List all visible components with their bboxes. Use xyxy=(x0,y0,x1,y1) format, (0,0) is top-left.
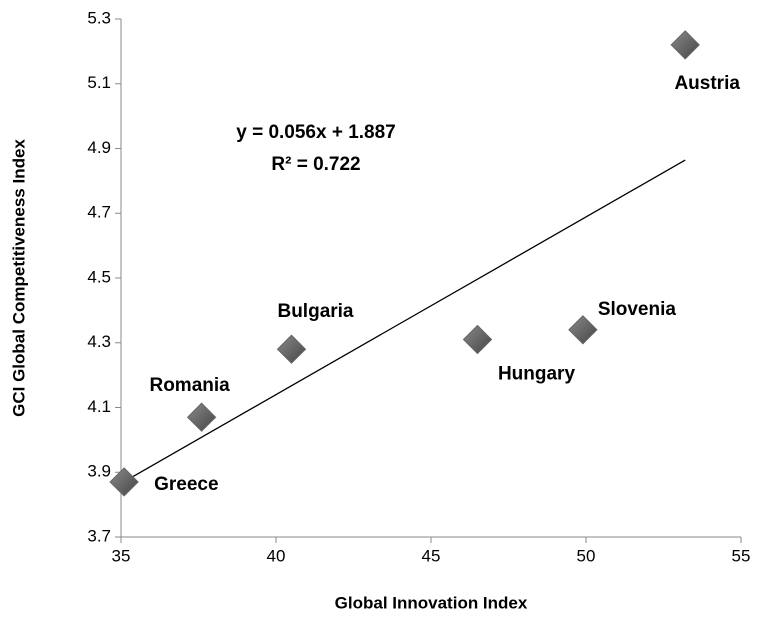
y-tick-label: 3.7 xyxy=(87,526,111,545)
y-axis-title: GCI Global Competitiveness Index xyxy=(9,139,28,417)
y-tick-label: 4.9 xyxy=(87,138,111,157)
y-tick-label: 5.3 xyxy=(87,8,111,27)
r-squared: R² = 0.722 xyxy=(271,154,360,175)
y-tick-label: 4.1 xyxy=(87,397,111,416)
x-tick-label: 35 xyxy=(112,546,131,565)
y-tick-label: 4.3 xyxy=(87,332,111,351)
x-tick-label: 45 xyxy=(422,546,441,565)
point-label: Slovenia xyxy=(598,299,677,320)
x-tick-label: 50 xyxy=(577,546,596,565)
y-tick-label: 5.1 xyxy=(87,73,111,92)
point xyxy=(186,402,217,432)
point-label: Greece xyxy=(154,474,218,495)
trendline xyxy=(123,159,686,483)
x-axis-title: Global Innovation Index xyxy=(335,593,528,612)
point-label: Romania xyxy=(149,375,230,396)
y-tick-label: 4.5 xyxy=(87,267,111,286)
y-tick-label: 3.9 xyxy=(87,462,111,481)
x-tick-label: 55 xyxy=(732,546,751,565)
point xyxy=(109,467,139,497)
x-tick-label: 40 xyxy=(267,546,286,565)
y-tick-label: 4.7 xyxy=(87,203,111,222)
point xyxy=(670,30,700,60)
point-label: Austria xyxy=(674,73,740,94)
point xyxy=(462,324,493,355)
point-label: Hungary xyxy=(498,364,576,385)
equation: y = 0.056x + 1.887 xyxy=(236,122,396,143)
point-label: Bulgaria xyxy=(277,301,353,322)
point xyxy=(568,315,598,345)
point xyxy=(276,334,307,364)
